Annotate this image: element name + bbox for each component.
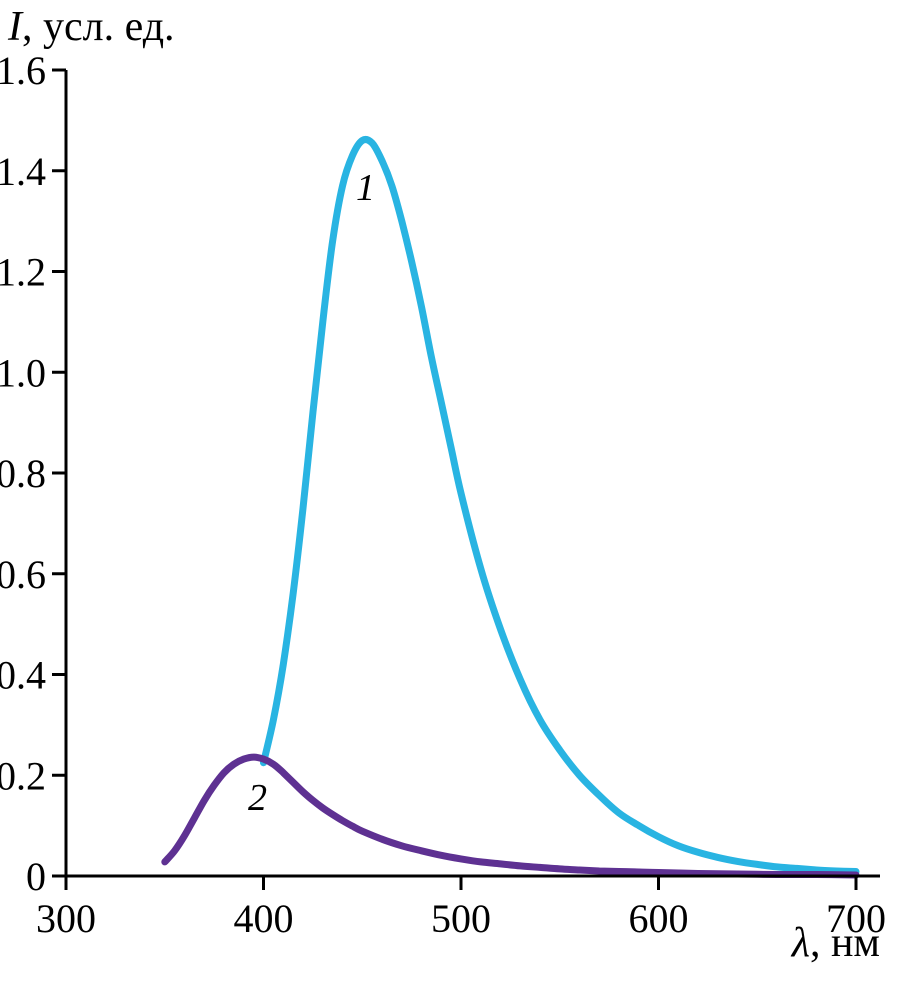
curve-1-label: 1 — [356, 167, 375, 209]
curve-1-line — [260, 136, 860, 875]
y-tick-label: 1.6 — [0, 48, 46, 93]
x-axis-title-symbol: λ — [790, 920, 810, 966]
y-tick-label: 0.6 — [0, 552, 46, 597]
y-tick-label: 0.2 — [0, 753, 46, 798]
x-tick-label: 400 — [234, 896, 294, 941]
y-axis-title-symbol: I — [7, 4, 24, 50]
y-tick-label: 1.0 — [0, 350, 46, 395]
y-axis-title: I, усл. ед. — [7, 4, 175, 50]
curve-2-label: 2 — [248, 777, 267, 819]
y-tick-label: 0.4 — [0, 653, 46, 698]
y-tick-label: 1.2 — [0, 250, 46, 295]
y-tick-label: 0 — [26, 854, 46, 899]
y-tick-label: 1.4 — [0, 149, 46, 194]
x-tick-label: 700 — [826, 896, 886, 941]
x-tick-label: 300 — [36, 896, 96, 941]
y-axis-title-units: , усл. ед. — [22, 4, 175, 50]
x-tick-label: 600 — [629, 896, 689, 941]
x-axis-title-units: , нм — [810, 920, 880, 966]
x-axis-title: λ, нм — [790, 920, 880, 966]
curve-2-line — [161, 753, 860, 879]
y-tick-label: 0.8 — [0, 451, 46, 496]
x-tick-label: 500 — [431, 896, 491, 941]
plot-layer: 300 400 500 600 700 0 0.2 0.4 0.6 0.8 1.0 1.2 1.4 1.6 — [0, 48, 886, 941]
